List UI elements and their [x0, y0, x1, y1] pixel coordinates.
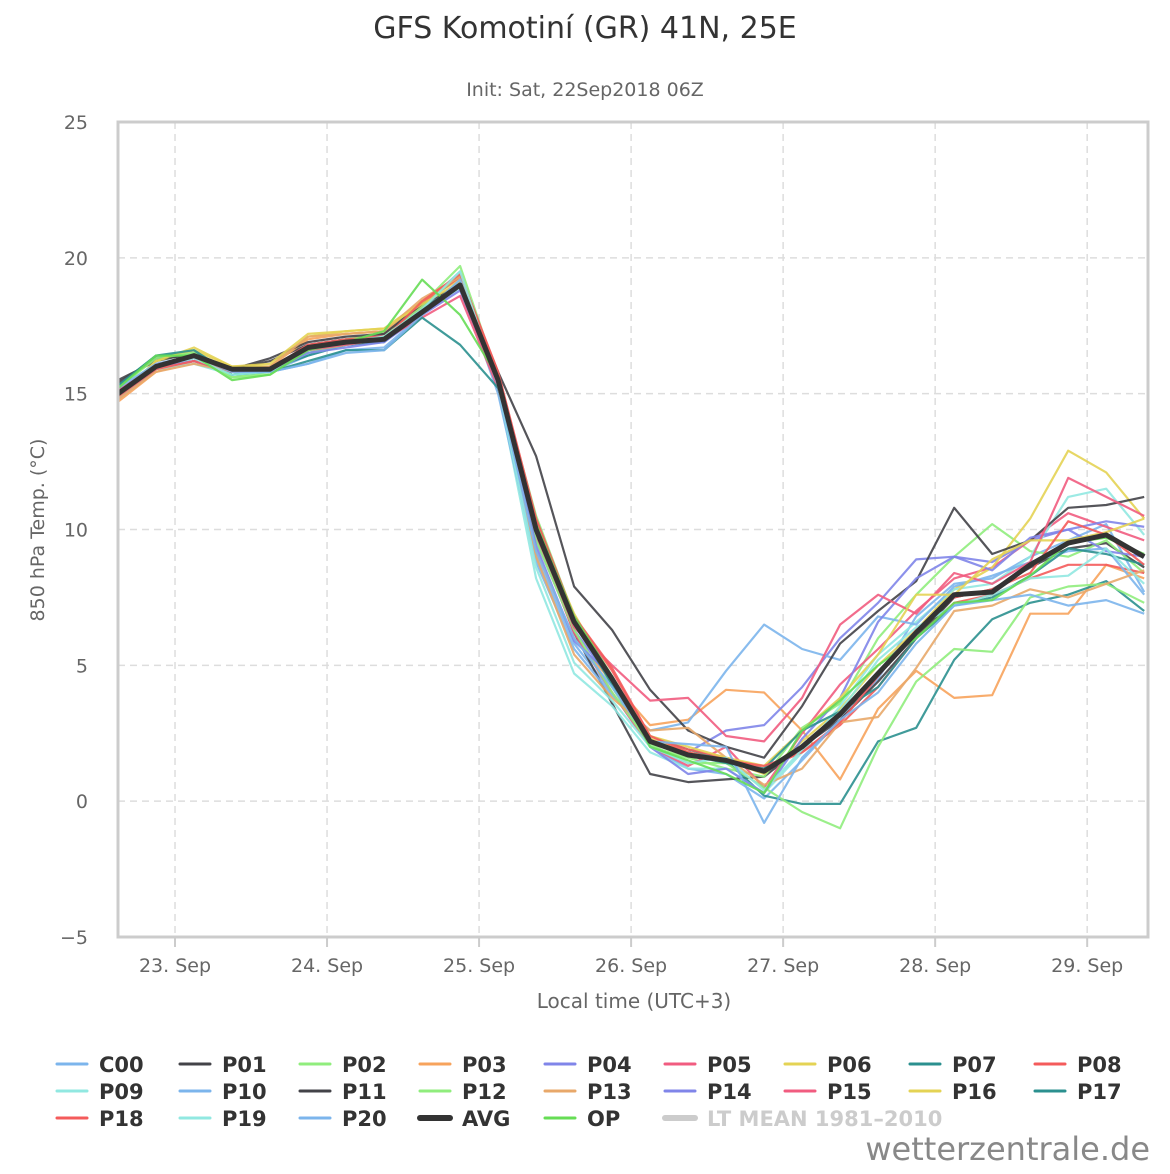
- legend-item-p07[interactable]: P07: [908, 1053, 997, 1077]
- legend-label: P18: [99, 1107, 144, 1131]
- legend-item-p06[interactable]: P06: [783, 1053, 872, 1077]
- x-tick-label: 26. Sep: [595, 955, 667, 977]
- x-tick-label: 29. Sep: [1051, 955, 1123, 977]
- legend-item-p02[interactable]: P02: [298, 1053, 387, 1077]
- legend-item-op[interactable]: OP: [543, 1107, 620, 1131]
- grid: [118, 122, 1148, 937]
- y-tick-label: 20: [64, 248, 88, 270]
- series-lines: [116, 264, 1146, 830]
- y-tick-label: 0: [76, 791, 88, 813]
- x-tick-label: 25. Sep: [443, 955, 515, 977]
- legend-item-avg[interactable]: AVG: [417, 1107, 510, 1131]
- legend-item-p04[interactable]: P04: [543, 1053, 632, 1077]
- legend-label: P16: [952, 1080, 997, 1104]
- legend-item-p12[interactable]: P12: [418, 1080, 507, 1104]
- y-tick-label: −5: [60, 927, 88, 949]
- legend-label: P13: [587, 1080, 632, 1104]
- legend-label: C00: [99, 1053, 144, 1077]
- legend-item-p11[interactable]: P11: [298, 1080, 387, 1104]
- legend-label: P12: [462, 1080, 507, 1104]
- legend-label: P04: [587, 1053, 632, 1077]
- legend-label: P11: [342, 1080, 387, 1104]
- legend-label: P02: [342, 1053, 387, 1077]
- y-tick-label: 15: [64, 384, 88, 406]
- legend-item-c00[interactable]: C00: [55, 1053, 144, 1077]
- legend-item-p16[interactable]: P16: [908, 1080, 997, 1104]
- legend-label: OP: [587, 1107, 620, 1131]
- legend-label: P01: [222, 1053, 267, 1077]
- legend-item-p18[interactable]: P18: [55, 1107, 144, 1131]
- legend-item-p05[interactable]: P05: [663, 1053, 752, 1077]
- legend-label: P10: [222, 1080, 267, 1104]
- y-axis-label: 850 hPa Temp. (°C): [27, 439, 49, 622]
- legend-item-p09[interactable]: P09: [55, 1080, 144, 1104]
- y-tick-label: 5: [76, 655, 88, 677]
- legend-label: P09: [99, 1080, 144, 1104]
- plot-border: [116, 120, 1150, 939]
- x-axis-label: Local time (UTC+3): [537, 989, 731, 1013]
- legend-item-p10[interactable]: P10: [178, 1080, 267, 1104]
- y-tick-label: 25: [64, 112, 88, 134]
- x-tick-label: 28. Sep: [899, 955, 971, 977]
- legend-label: P03: [462, 1053, 507, 1077]
- chart-subtitle: Init: Sat, 22Sep2018 06Z: [466, 79, 704, 101]
- legend-item-p03[interactable]: P03: [418, 1053, 507, 1077]
- x-axis-ticks: 23. Sep 24. Sep 25. Sep 26. Sep 27. Sep 28. S…: [139, 937, 1123, 977]
- legend: C00 P01 P02 P03 P04 P05 P06 P07 P08 P09 P10 P11 P12 P…: [55, 1053, 1122, 1131]
- legend-item-p14[interactable]: P14: [663, 1080, 752, 1104]
- y-tick-label: 10: [64, 520, 88, 542]
- legend-label: P06: [827, 1053, 872, 1077]
- watermark: wetterzentrale.de: [865, 1130, 1150, 1168]
- x-tick-label: 27. Sep: [747, 955, 819, 977]
- chart-title: GFS Komotiní (GR) 41N, 25E: [373, 11, 797, 46]
- legend-item-p15[interactable]: P15: [783, 1080, 872, 1104]
- legend-item-p17[interactable]: P17: [1033, 1080, 1122, 1104]
- legend-item-p08[interactable]: P08: [1033, 1053, 1122, 1077]
- y-axis-ticks: −5 0 5 10 15 20 25: [60, 112, 88, 949]
- legend-label: AVG: [462, 1107, 510, 1131]
- legend-label: P05: [707, 1053, 752, 1077]
- legend-label: P20: [342, 1107, 387, 1131]
- legend-label: P17: [1077, 1080, 1122, 1104]
- legend-label: P08: [1077, 1053, 1122, 1077]
- legend-label: P19: [222, 1107, 267, 1131]
- legend-item-lt-mean-1981-2010[interactable]: LT MEAN 1981–2010: [662, 1107, 942, 1131]
- legend-item-p19[interactable]: P19: [178, 1107, 267, 1131]
- legend-item-p20[interactable]: P20: [298, 1107, 387, 1131]
- legend-label: P15: [827, 1080, 872, 1104]
- legend-label: LT MEAN 1981–2010: [707, 1107, 942, 1131]
- legend-label: P07: [952, 1053, 997, 1077]
- legend-item-p13[interactable]: P13: [543, 1080, 632, 1104]
- legend-item-p01[interactable]: P01: [178, 1053, 267, 1077]
- x-tick-label: 24. Sep: [291, 955, 363, 977]
- x-tick-label: 23. Sep: [139, 955, 211, 977]
- legend-label: P14: [707, 1080, 752, 1104]
- series-line-avg: [116, 282, 1146, 774]
